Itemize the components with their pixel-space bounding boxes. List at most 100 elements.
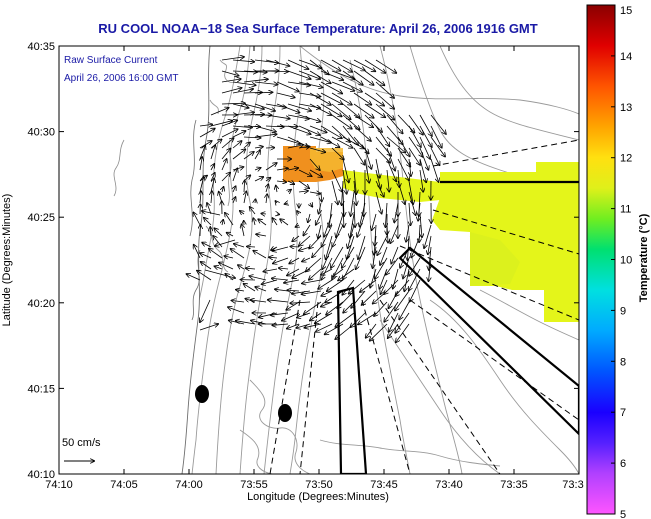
x-tick-label: 73:50 — [305, 479, 333, 491]
current-vector — [287, 168, 298, 170]
current-vector — [221, 120, 237, 127]
current-vector — [409, 202, 411, 225]
current-vector — [342, 169, 347, 194]
y-tick-label: 40:15 — [27, 383, 55, 395]
current-vector — [290, 302, 311, 303]
current-vector — [397, 147, 410, 167]
current-vector — [393, 268, 399, 288]
current-vector — [254, 125, 276, 132]
current-vector — [377, 235, 388, 255]
current-vector — [302, 258, 311, 262]
current-vector — [247, 247, 256, 248]
current-vector — [297, 312, 311, 318]
current-vector — [375, 191, 382, 214]
current-vector — [375, 92, 394, 109]
current-vector — [353, 114, 373, 127]
current-vector — [211, 191, 212, 204]
surface-current-vectors — [187, 57, 446, 342]
current-vector — [210, 227, 211, 237]
current-vector — [411, 235, 421, 257]
current-vector — [201, 262, 212, 270]
current-vector — [287, 81, 310, 85]
current-vector — [231, 249, 245, 259]
current-vector — [287, 59, 308, 69]
current-vector — [243, 137, 260, 138]
current-vector — [297, 211, 299, 214]
current-vector — [406, 224, 410, 242]
current-vector — [298, 59, 322, 68]
current-vector — [424, 224, 432, 248]
current-vector — [221, 159, 227, 171]
scale-label: 50 cm/s — [62, 437, 101, 449]
current-vector — [215, 266, 223, 269]
current-vector — [276, 126, 298, 127]
current-vector — [309, 92, 331, 105]
current-vector — [430, 147, 440, 165]
current-vector — [221, 173, 230, 182]
current-vector — [261, 214, 267, 215]
current-vector — [308, 213, 310, 222]
current-vector — [342, 59, 365, 70]
current-vector — [254, 177, 263, 182]
current-vector — [228, 307, 245, 314]
current-vector — [225, 256, 234, 258]
current-vector — [373, 246, 377, 268]
current-vector — [253, 251, 267, 259]
current-vector — [200, 191, 201, 204]
current-vector — [408, 114, 423, 135]
current-vector — [331, 136, 352, 148]
current-vector — [331, 81, 354, 91]
current-vector — [279, 268, 289, 269]
current-vector — [200, 253, 212, 259]
colorbar-tick-label: 9 — [620, 305, 626, 317]
current-vector — [336, 213, 344, 237]
current-vector — [331, 246, 344, 268]
current-vector — [321, 268, 333, 275]
current-vector — [243, 103, 264, 109]
current-vector — [276, 92, 295, 97]
current-vector — [221, 103, 245, 104]
current-vector — [232, 112, 254, 116]
current-vector — [343, 202, 344, 227]
colorbar-tick-label: 11 — [620, 204, 631, 216]
current-vector — [353, 92, 371, 105]
current-vector — [419, 169, 423, 192]
current-vector — [386, 114, 403, 133]
current-vector — [272, 324, 289, 325]
current-vector — [321, 290, 333, 296]
current-vector — [276, 136, 300, 144]
current-vector — [384, 301, 399, 322]
current-vector — [302, 279, 322, 283]
current-vector — [215, 239, 236, 246]
current-vector — [350, 213, 355, 238]
current-vector — [397, 180, 405, 204]
current-vector — [375, 158, 380, 178]
current-vector — [419, 125, 432, 147]
current-vector — [221, 79, 241, 83]
current-vector — [287, 70, 311, 79]
sst-patch-green-tint — [470, 232, 520, 286]
current-vector — [298, 169, 312, 176]
current-vector — [342, 114, 360, 129]
current-vector — [232, 149, 245, 160]
current-vector — [409, 268, 421, 290]
current-vector — [309, 158, 320, 170]
current-vector — [288, 190, 291, 192]
current-vector — [309, 125, 327, 132]
current-vector — [271, 313, 289, 315]
current-vector — [222, 187, 224, 193]
current-vector — [400, 246, 410, 268]
current-vector — [286, 301, 300, 310]
current-vector — [332, 224, 344, 247]
colorbar-tick-label: 5 — [620, 509, 626, 519]
y-tick-label: 40:35 — [27, 41, 55, 53]
current-vector — [331, 59, 352, 72]
current-vector — [210, 108, 229, 116]
y-tick-label: 40:10 — [27, 469, 55, 481]
current-vector — [321, 191, 322, 201]
current-vector — [210, 121, 232, 127]
current-vector — [337, 290, 355, 308]
current-vector — [373, 290, 388, 304]
colorbar-gradient — [586, 4, 616, 515]
current-vector — [342, 103, 360, 118]
